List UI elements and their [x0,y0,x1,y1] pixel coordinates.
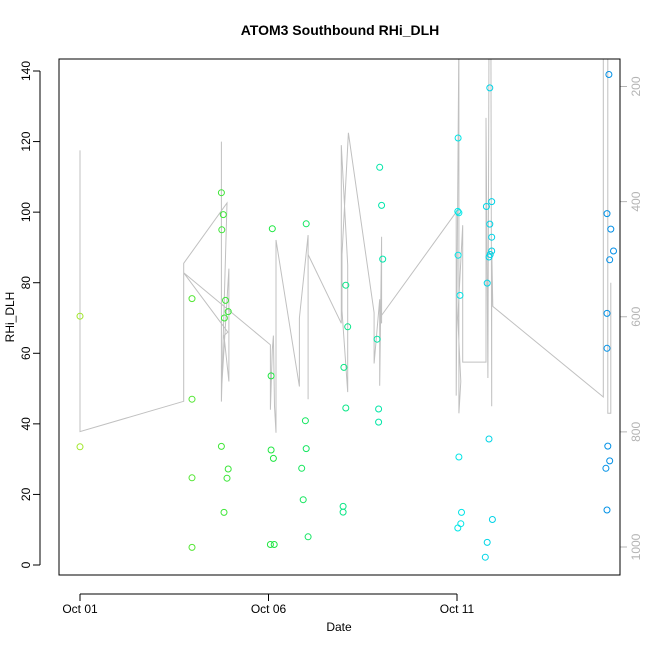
data-point [454,134,462,142]
data-point [603,344,611,352]
y-tick-label: 60 [19,346,33,360]
data-point [378,201,386,209]
data-point [488,233,496,241]
data-point [488,247,496,255]
data-point [188,295,196,303]
data-point [339,508,347,516]
axes-layer: 0 20 40 60 80 100 120 140 Oct 01 Oct 06 Oct 11 200 4… [19,61,643,616]
y-tick-label: 40 [19,417,33,431]
data-point [454,207,462,215]
data-point [457,520,465,528]
data-point [454,524,462,532]
data-point [483,279,491,287]
data-point [605,71,613,78]
data-point [603,506,611,514]
y2-tick-label: 600 [629,306,643,326]
data-point [76,312,84,320]
data-point [304,533,312,541]
x-axis-label: Date [326,620,352,634]
data-point [267,446,275,454]
data-point [76,443,84,451]
data-point [188,543,196,551]
y-tick-label: 80 [19,276,33,290]
data-point [458,508,465,516]
data-point [379,255,387,263]
data-point [342,404,350,412]
data-point [224,308,232,316]
points-layer [76,71,617,561]
y-tick-label: 0 [19,561,33,568]
y-axis-label: RHi_DLH [3,292,17,343]
y2-tick-label: 400 [629,191,643,211]
data-point [299,496,307,504]
data-point [342,281,350,289]
data-point [373,335,381,343]
y2-tick-label: 200 [629,76,643,96]
data-point [220,508,228,516]
data-point [302,445,310,453]
data-point [375,405,383,413]
data-point [376,163,384,171]
y-tick-label: 100 [19,202,33,222]
data-point [606,457,614,465]
y2-tick-label: 800 [629,422,643,442]
data-point [610,247,617,255]
data-point [606,256,614,264]
data-point [481,553,489,561]
data-point [375,418,383,426]
data-point [223,474,231,482]
data-point [482,203,490,210]
y-tick-label: 20 [19,487,33,501]
x-tick-label: Oct 06 [251,602,287,616]
data-point [488,516,496,523]
data-point [344,323,352,331]
y-tick-label: 140 [19,61,33,81]
data-point [340,363,348,371]
data-point [217,189,225,197]
data-point [607,225,615,233]
data-point [483,538,491,546]
data-point [604,442,612,450]
data-point [454,251,462,259]
x-tick-label: Oct 01 [62,602,98,616]
y-tick-label: 120 [19,131,33,151]
data-point [188,474,196,482]
data-point [268,225,276,233]
line-layer [79,59,612,433]
data-point [602,464,610,472]
data-point [455,209,463,217]
data-point [267,372,275,380]
data-point [222,296,229,304]
series-line [79,59,612,433]
data-point [488,198,496,206]
data-point [486,251,494,258]
chart-title: ATOM3 Southbound RHi_DLH [241,22,440,38]
data-point [456,291,464,299]
data-point [455,453,463,461]
data-point [270,541,278,548]
data-point [301,417,309,425]
data-point [188,395,196,403]
data-point [266,541,274,548]
data-point [339,502,347,510]
data-point [603,309,611,317]
data-point [224,465,232,473]
plot-frame [58,58,621,576]
data-point [486,84,494,92]
x-tick-label: Oct 11 [440,602,475,616]
data-point [603,210,611,218]
data-point [486,220,494,228]
data-point [269,454,277,462]
data-point [302,220,310,228]
data-point [220,314,228,322]
data-point [298,464,306,472]
data-point [217,442,225,450]
data-point [485,435,493,443]
data-point [218,226,226,234]
y2-tick-label: 1000 [629,533,643,560]
data-point [219,211,227,219]
